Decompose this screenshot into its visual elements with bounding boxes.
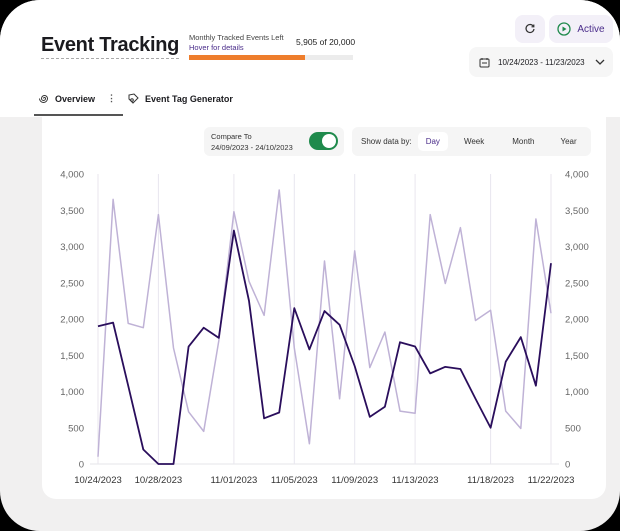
quota-progress-bar (189, 55, 353, 60)
y-tick-label-left: 2,000 (60, 315, 84, 326)
y-tick-label-right: 1,000 (565, 387, 589, 398)
y-tick-label-right: 0 (565, 460, 570, 471)
x-tick-label: 11/22/2023 (528, 475, 575, 486)
option-week[interactable]: Week (463, 137, 485, 146)
x-tick-label: 10/24/2023 (74, 475, 122, 486)
compare-label: Compare To (211, 132, 252, 141)
quota-details-link[interactable]: Hover for details (189, 43, 244, 52)
compare-period-line (97, 189, 552, 457)
x-tick-label: 11/18/2023 (467, 475, 514, 486)
x-tick-label: 11/13/2023 (392, 475, 439, 486)
compare-control: Compare To 24/09/2023 - 24/10/2023 (204, 127, 344, 156)
y-tick-label-left: 0 (79, 460, 84, 471)
compare-range: 24/09/2023 - 24/10/2023 (211, 143, 293, 152)
active-button[interactable]: Active (549, 15, 613, 43)
quota-label: Monthly Tracked Events Left (189, 33, 284, 42)
chart-card (42, 117, 606, 499)
show-by-label: Show data by: (361, 137, 412, 146)
kebab-menu-icon[interactable]: ⋮ (107, 93, 117, 103)
y-tick-label-right: 2,000 (565, 315, 589, 326)
current-period-line (97, 229, 552, 465)
y-tick-label-right: 2,500 (565, 278, 589, 289)
y-tick-label-left: 3,000 (60, 242, 84, 253)
page-title: Event Tracking (41, 34, 179, 59)
tab-overview[interactable]: Overview (34, 93, 99, 104)
x-tick-label: 11/01/2023 (210, 475, 257, 486)
y-tick-label-left: 1,000 (60, 387, 84, 398)
y-tick-label-right: 4,000 (565, 170, 589, 181)
y-tick-label-left: 500 (68, 423, 84, 434)
show-data-by-control: Show data by: Day Week Month Year (352, 127, 591, 156)
y-tick-label-left: 2,500 (60, 278, 84, 289)
tab-bar: Overview ⋮ Event Tag Generator (34, 93, 233, 104)
refresh-icon (525, 23, 535, 34)
compare-toggle[interactable] (309, 132, 338, 150)
spiral-icon (39, 95, 49, 103)
x-tick-label: 11/05/2023 (271, 475, 318, 486)
x-tick-label: 10/28/2023 (135, 475, 183, 486)
calendar-icon (479, 57, 490, 67)
refresh-button[interactable] (515, 15, 545, 43)
y-tick-label-left: 4,000 (60, 170, 84, 181)
tag-icon (128, 93, 139, 104)
quota-count: 5,905 of 20,000 (296, 37, 356, 47)
y-tick-label-left: 3,500 (60, 206, 84, 217)
quota-progress-fill (189, 55, 305, 60)
active-tab-indicator (34, 114, 123, 116)
y-tick-label-right: 1,500 (565, 351, 589, 362)
play-icon (557, 22, 572, 36)
y-tick-label-left: 1,500 (60, 351, 84, 362)
active-label: Active (577, 23, 605, 35)
option-month[interactable]: Month (512, 137, 535, 146)
header: Event Tracking Monthly Tracked Events Le… (0, 0, 620, 117)
chevron-down-icon (595, 59, 605, 65)
tab-event-tag-generator-label: Event Tag Generator (145, 93, 233, 104)
option-year[interactable]: Year (560, 137, 577, 146)
option-day[interactable]: Day (417, 132, 448, 151)
tab-event-tag-generator[interactable]: Event Tag Generator (128, 93, 233, 104)
tab-overview-label: Overview (55, 93, 96, 104)
date-range-text: 10/24/2023 - 11/23/2023 (498, 57, 585, 67)
y-tick-label-right: 3,500 (565, 206, 589, 217)
y-tick-label-right: 500 (565, 423, 581, 434)
y-tick-label-right: 3,000 (565, 242, 589, 253)
x-tick-label: 11/09/2023 (331, 475, 378, 486)
date-range-picker[interactable]: 10/24/2023 - 11/23/2023 (469, 47, 613, 77)
